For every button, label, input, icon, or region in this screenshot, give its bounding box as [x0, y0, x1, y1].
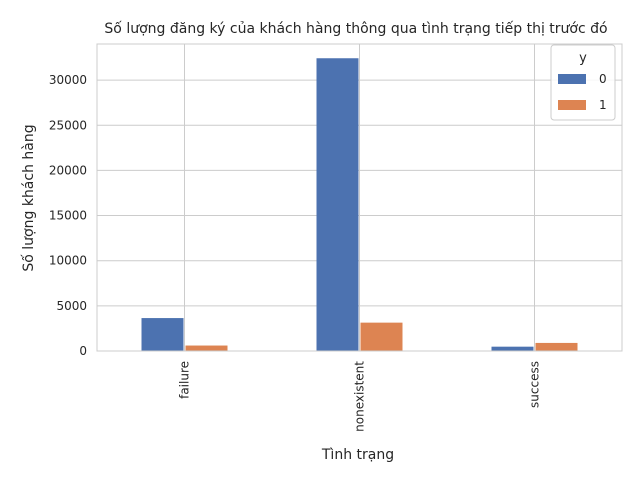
x-tick-label: success — [528, 361, 542, 408]
legend-title: y — [579, 51, 587, 66]
legend-label-0: 0 — [599, 72, 607, 86]
bar-nonexistent-1 — [360, 322, 403, 351]
bar-failure-1 — [185, 345, 228, 351]
legend-swatch-0 — [558, 74, 586, 84]
legend-swatch-1 — [558, 100, 586, 110]
y-tick-label: 25000 — [49, 118, 87, 132]
y-tick-labels: 0 5000 10000 15000 20000 25000 30000 — [49, 73, 87, 358]
bar-failure-0 — [141, 318, 184, 351]
bar-success-0 — [491, 346, 534, 351]
x-tick-label: failure — [178, 361, 192, 399]
y-tick-label: 30000 — [49, 73, 87, 87]
y-tick-label: 10000 — [49, 254, 87, 268]
y-tick-label: 20000 — [49, 163, 87, 177]
x-tick-label: nonexistent — [353, 361, 367, 432]
y-axis-label: Số lượng khách hàng — [20, 124, 37, 271]
y-tick-label: 15000 — [49, 209, 87, 223]
plot-frame — [96, 43, 623, 352]
legend-label-1: 1 — [599, 98, 607, 112]
x-axis-label: Tình trạng — [321, 447, 394, 463]
chart-title: Số lượng đăng ký của khách hàng thông qu… — [104, 20, 607, 37]
x-tick-labels: failure nonexistent success — [178, 361, 542, 432]
bar-success-1 — [535, 342, 578, 351]
bars — [141, 58, 578, 351]
y-tick-label: 0 — [79, 344, 87, 358]
y-tick-label: 5000 — [56, 299, 87, 313]
bar-nonexistent-0 — [316, 58, 359, 351]
legend: y 0 1 — [550, 44, 616, 121]
grid-lines — [97, 44, 622, 352]
